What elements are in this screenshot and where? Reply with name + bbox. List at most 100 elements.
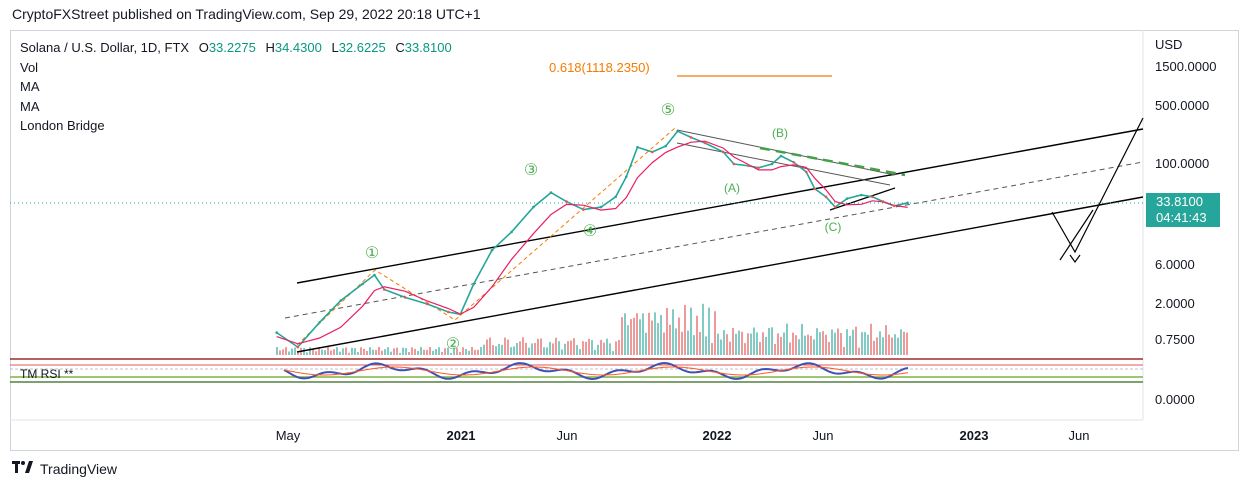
wave-label: (A) <box>724 181 740 195</box>
y-tick-label: 0.0000 <box>1155 392 1195 407</box>
volume-bar <box>423 349 425 355</box>
volume-bar <box>279 350 281 355</box>
volume-bar <box>414 348 416 355</box>
volume-bar <box>492 345 494 355</box>
volume-bar <box>711 343 713 355</box>
price-point <box>703 141 707 145</box>
indicator-london-bridge[interactable]: London Bridge <box>20 118 105 133</box>
volume-bar <box>813 339 815 355</box>
volume-bar <box>672 309 674 355</box>
price-point <box>833 205 837 209</box>
volume-bar <box>486 339 488 355</box>
volume-bar <box>615 341 617 355</box>
volume-bar <box>759 342 761 355</box>
channel-mid-line <box>284 161 1144 319</box>
high-value: 34.4300 <box>274 40 322 55</box>
volume-bar <box>372 349 374 355</box>
volume-bar <box>651 320 653 355</box>
price-point <box>490 248 494 252</box>
volume-bar <box>291 348 293 355</box>
volume-bar <box>714 311 716 355</box>
volume-bar <box>861 332 863 355</box>
volume-bar <box>579 349 581 355</box>
volume-bar <box>828 342 830 355</box>
price-point <box>651 150 654 154</box>
volume-bar <box>804 335 806 355</box>
indicator-ma-2[interactable]: MA <box>20 98 40 114</box>
price-point <box>747 164 750 168</box>
channel-lower-line <box>296 196 1144 353</box>
volume-bar <box>318 347 320 355</box>
wedge-bottom-line <box>676 142 891 186</box>
footer-brand[interactable]: TradingView <box>12 460 117 478</box>
fib-helper-line <box>296 127 676 346</box>
volume-bar <box>741 331 743 355</box>
y-tick-label: 500.0000 <box>1155 98 1209 113</box>
volume-bar <box>306 352 308 355</box>
volume-bar <box>498 344 500 355</box>
y-tick-label: 100.0000 <box>1155 156 1209 171</box>
price-point <box>757 166 760 170</box>
close-label: C <box>395 40 405 55</box>
volume-bar <box>381 350 383 355</box>
volume-bar <box>567 341 569 355</box>
volume-bar <box>354 348 356 355</box>
volume-bar <box>465 349 467 355</box>
volume-bar <box>558 341 560 355</box>
volume-bar <box>669 324 671 355</box>
open-value: 33.2275 <box>208 40 256 55</box>
volume-bar <box>522 337 524 355</box>
volume-bar <box>516 343 518 355</box>
arrow-head <box>1069 254 1081 264</box>
volume-bar <box>468 350 470 355</box>
price-line <box>276 130 908 349</box>
volume-bar <box>435 349 437 355</box>
indicator-ma-1[interactable]: MA <box>20 79 40 94</box>
volume-bar <box>801 324 803 355</box>
volume-bar <box>351 347 353 355</box>
volume-bar <box>594 349 596 355</box>
volume-bar <box>429 347 431 355</box>
rsi-pane <box>10 358 1143 383</box>
volume-bar <box>666 307 668 355</box>
volume-bar <box>678 317 680 355</box>
brand-name: TradingView <box>40 461 118 477</box>
volume-bar <box>846 329 848 355</box>
indicator-vol[interactable]: Vol <box>20 59 39 75</box>
volume-bar <box>474 349 476 355</box>
volume-bar <box>405 348 407 355</box>
volume-bar <box>690 307 692 355</box>
volume-bar <box>489 337 491 355</box>
volume-bar <box>549 341 551 355</box>
price-point <box>383 288 386 291</box>
volume-bar <box>684 304 686 355</box>
volume-bar <box>396 347 398 355</box>
volume-bar <box>552 343 554 355</box>
volume-bar <box>705 336 707 355</box>
wave-b-dashed <box>759 146 906 177</box>
volume-bar <box>843 347 845 355</box>
last-price: 33.8100 <box>1156 194 1203 209</box>
low-label: L <box>331 40 339 55</box>
price-point <box>425 302 429 306</box>
wave-label: ③ <box>524 162 538 179</box>
symbol-title[interactable]: Solana / U.S. Dollar, 1D, FTX <box>20 40 190 55</box>
volume-bar <box>417 350 419 355</box>
volume-bar <box>384 349 386 355</box>
price-point <box>732 162 736 166</box>
volume-bar <box>294 347 296 355</box>
volume-bar <box>729 341 731 355</box>
volume-bar <box>756 332 758 355</box>
price-point <box>824 195 828 199</box>
bar-countdown: 04:41:43 <box>1156 210 1207 225</box>
price-point <box>845 197 849 200</box>
x-tick-label: 2022 <box>703 428 732 443</box>
price-point <box>582 208 585 211</box>
price-point <box>689 136 693 139</box>
volume-bar <box>864 332 866 355</box>
y-tick-label: 6.0000 <box>1155 257 1195 272</box>
volume-bar <box>285 347 287 355</box>
volume-bar <box>501 344 503 355</box>
volume-bar <box>774 344 776 355</box>
